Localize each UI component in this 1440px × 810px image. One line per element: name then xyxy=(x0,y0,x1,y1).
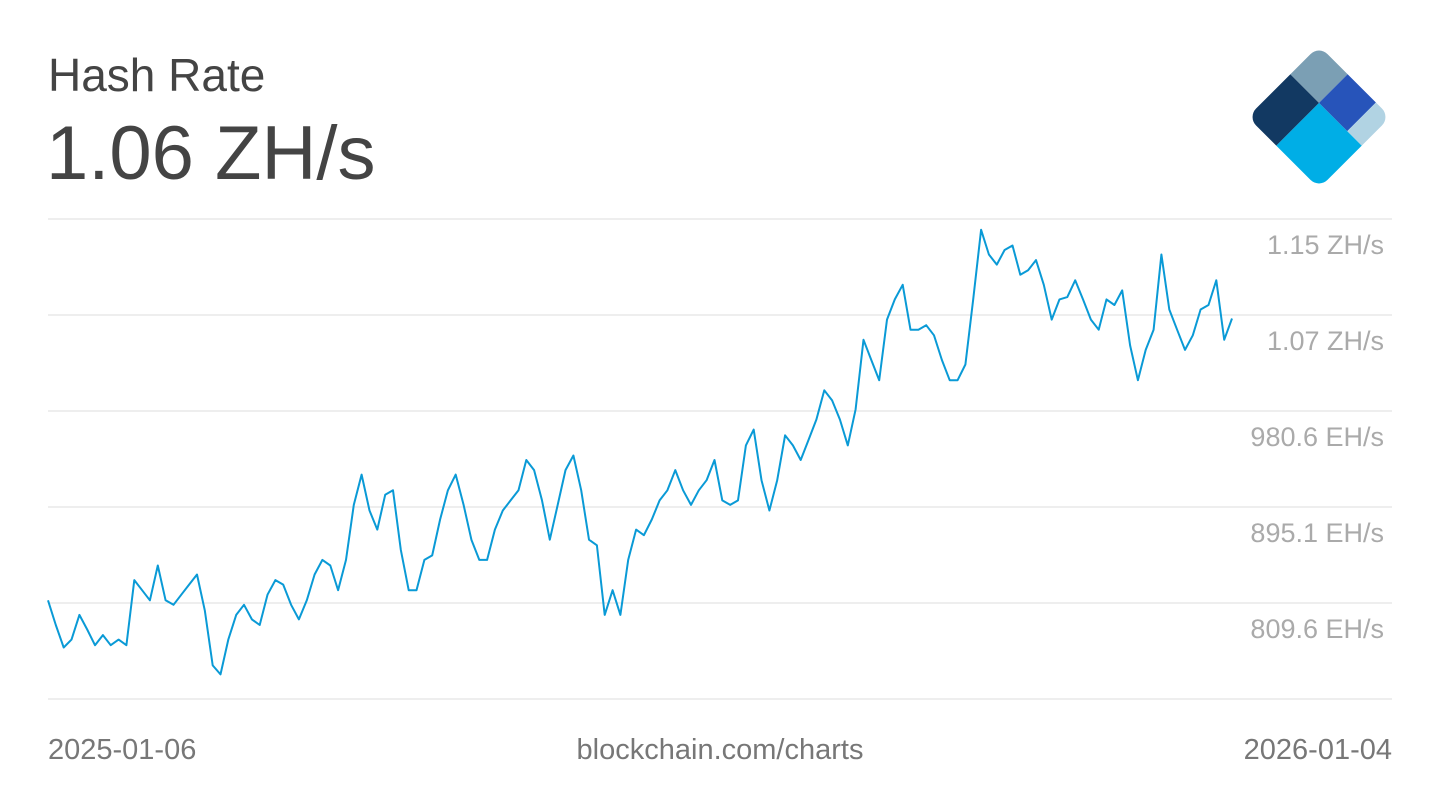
y-tick-label: 980.6 EH/s xyxy=(1250,422,1384,452)
y-tick-label: 1.07 ZH/s xyxy=(1267,326,1384,356)
x-axis-end-date: 2026-01-04 xyxy=(1243,734,1392,766)
logo-piece xyxy=(1247,73,1319,146)
chart-title: Hash Rate xyxy=(48,49,266,101)
blockchain-logo-icon xyxy=(1247,45,1391,189)
hash-rate-line xyxy=(47,228,1233,676)
source-link[interactable]: blockchain.com/charts xyxy=(576,734,864,766)
logo-piece xyxy=(1347,102,1391,146)
x-axis-start-date: 2025-01-06 xyxy=(48,734,197,766)
current-value: 1.06 ZH/s xyxy=(46,111,376,196)
y-tick-label: 809.6 EH/s xyxy=(1250,614,1384,644)
y-tick-label: 1.15 ZH/s xyxy=(1267,230,1384,260)
y-tick-label: 895.1 EH/s xyxy=(1250,518,1384,548)
